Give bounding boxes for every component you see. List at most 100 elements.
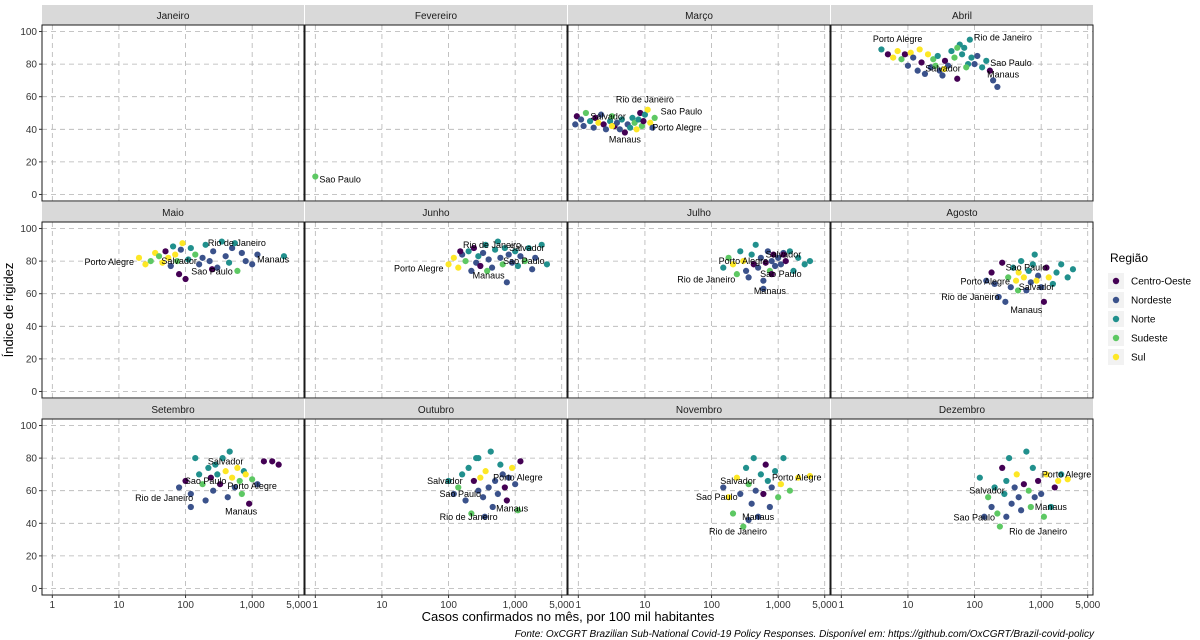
- data-point: [608, 122, 616, 130]
- y-tick-label: 20: [26, 157, 38, 168]
- data-point: [494, 490, 501, 498]
- data-point: [494, 238, 501, 245]
- panel-border: [567, 221, 831, 399]
- data-point: [455, 264, 462, 271]
- data-point: [485, 256, 492, 263]
- point-label: Sao Paulo: [440, 489, 482, 499]
- point-label: Porto Alegre: [772, 473, 822, 483]
- data-point: [169, 243, 177, 250]
- y-tick-label: 0: [31, 387, 37, 398]
- data-point: [231, 484, 238, 491]
- point-label: Rio de Janeiro: [941, 292, 999, 302]
- data-point: [649, 124, 656, 131]
- data-point: [192, 251, 199, 258]
- y-tick-label: 80: [26, 454, 38, 465]
- data-point: [503, 279, 510, 286]
- data-point: [742, 267, 750, 274]
- legend-key-dot: [1112, 334, 1120, 342]
- point-label: Salvador: [427, 476, 463, 486]
- x-tick-label: 10: [639, 600, 651, 611]
- data-point: [450, 254, 457, 261]
- data-point: [748, 251, 755, 258]
- point-label: Sao Paulo: [954, 513, 996, 523]
- data-point: [212, 461, 219, 468]
- data-point: [775, 254, 782, 261]
- y-tick-label: 40: [26, 125, 38, 136]
- data-point: [219, 455, 226, 462]
- panel-border: [830, 24, 1094, 202]
- data-point: [572, 121, 579, 128]
- point-label: Manaus: [609, 135, 642, 145]
- data-point: [162, 248, 169, 255]
- data-point: [775, 494, 782, 501]
- data-point: [280, 253, 288, 260]
- facet-panel: Novembro Salvador Porto Alegre Sao Paulo Man…: [567, 399, 831, 596]
- data-point: [780, 251, 787, 258]
- data-point: [780, 455, 787, 462]
- data-point: [505, 251, 512, 258]
- data-point: [983, 57, 990, 64]
- facet-strip: [831, 202, 1093, 222]
- panel-background: [42, 25, 304, 201]
- data-point: [312, 173, 319, 180]
- data-point: [165, 254, 172, 261]
- data-point: [1013, 471, 1020, 478]
- point-label: Manaus: [742, 512, 775, 522]
- data-point: [729, 261, 737, 268]
- data-point: [760, 285, 767, 292]
- data-point: [1011, 484, 1018, 491]
- data-point: [445, 261, 452, 268]
- data-point: [468, 510, 475, 517]
- data-point: [968, 54, 975, 61]
- data-point: [475, 455, 482, 462]
- data-point: [521, 258, 528, 265]
- data-point: [733, 474, 740, 481]
- data-point: [175, 484, 183, 491]
- x-axis-title: Casos confirmados no mês, por 100 mil ha…: [422, 609, 715, 624]
- x-tick-label: 1: [313, 600, 319, 611]
- data-point: [988, 503, 995, 511]
- facet-strip: [568, 399, 830, 419]
- data-point: [999, 259, 1006, 266]
- facet-panel: Agosto Sao Paulo Porto Alegre Salvador Rio d…: [830, 202, 1094, 399]
- data-point: [509, 464, 516, 471]
- facet-panel: Fevereiro Sao Paulo: [304, 5, 568, 202]
- legend-item-label: Norte: [1131, 315, 1156, 326]
- data-point: [777, 261, 785, 268]
- data-point: [445, 477, 452, 485]
- x-tick-labels: 1 10 100 1,000 5,000 1 10 100 1,000 5,000 1 10 100 1,…: [50, 595, 1101, 611]
- data-point: [1069, 266, 1077, 273]
- x-tick-label: 1: [839, 600, 845, 611]
- data-point: [934, 52, 941, 60]
- facet-panel: Dezembro Porto Alegre Salvador Sao Paulo Man…: [830, 399, 1094, 596]
- data-point: [974, 52, 981, 60]
- data-point: [990, 77, 997, 84]
- data-point: [517, 253, 524, 260]
- point-label: Salvador: [509, 243, 545, 253]
- y-axis-title: Índice de rigidez: [1, 263, 16, 358]
- data-point: [242, 471, 249, 478]
- data-point: [1020, 481, 1027, 488]
- data-point: [939, 72, 946, 79]
- data-point: [187, 490, 194, 498]
- data-point: [479, 494, 487, 501]
- x-tick-label: 5,000: [1075, 600, 1100, 611]
- data-point: [647, 119, 654, 126]
- data-point: [199, 481, 206, 488]
- facet-strip: [42, 202, 304, 222]
- data-point: [762, 461, 769, 468]
- data-point: [768, 258, 775, 265]
- panel-border: [41, 418, 305, 596]
- data-point: [135, 254, 143, 261]
- data-point: [1035, 272, 1042, 279]
- data-point: [999, 464, 1006, 471]
- data-point: [269, 458, 276, 465]
- data-point: [924, 51, 932, 58]
- data-point: [229, 474, 236, 481]
- point-label: Rio de Janeiro: [677, 274, 735, 284]
- facet-strip: [568, 5, 830, 25]
- data-point: [644, 106, 651, 113]
- x-tick-label: 10: [902, 600, 914, 611]
